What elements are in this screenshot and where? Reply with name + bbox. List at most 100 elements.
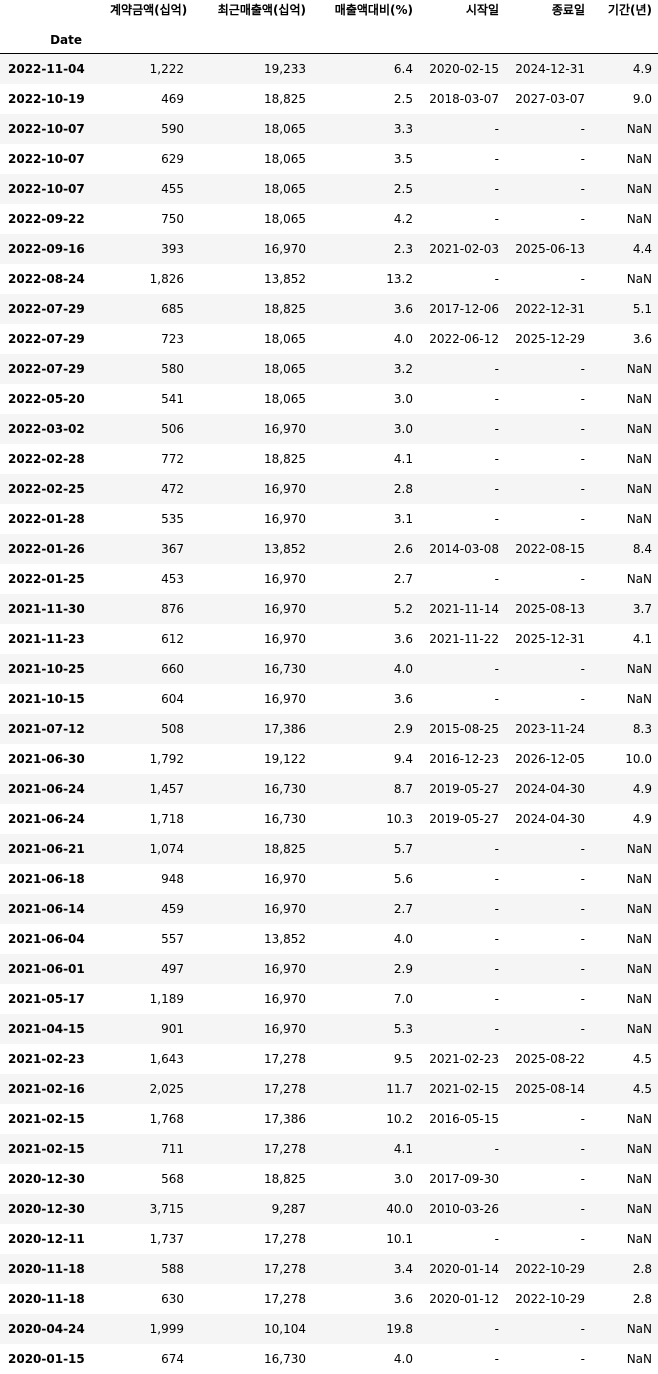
contract-amount-cell: 469	[161, 91, 184, 106]
duration-cell: 4.9	[632, 61, 652, 76]
column-header-revenue-ratio: 매출액대비(%)	[334, 3, 413, 17]
contract-amount-cell: 367	[161, 541, 184, 556]
contract-amount-cell: 660	[161, 661, 184, 676]
revenue-ratio-cell: 8.7	[393, 781, 413, 796]
table-row: 2022-02-25 472 16,970 2.8 - - NaN	[0, 473, 658, 504]
contract-amount-cell: 674	[161, 1351, 184, 1366]
start-date-cell: -	[494, 931, 499, 946]
revenue-ratio-cell: 9.5	[393, 1051, 413, 1066]
recent-revenue-cell: 16,970	[264, 601, 306, 616]
start-date-cell: 2021-11-14	[429, 601, 499, 616]
revenue-ratio-cell: 10.2	[386, 1111, 413, 1126]
contract-amount-cell: 588	[161, 1261, 184, 1276]
table-row: 2020-01-15 674 16,730 4.0 - - NaN	[0, 1344, 658, 1374]
table-row: 2021-06-21 1,074 18,825 5.7 - - NaN	[0, 833, 658, 864]
recent-revenue-cell: 16,970	[264, 631, 306, 646]
duration-cell: NaN	[626, 1321, 652, 1336]
table-row: 2022-07-29 685 18,825 3.6 2017-12-06 2022-12-…	[0, 293, 658, 324]
recent-revenue-cell: 10,104	[264, 1321, 306, 1336]
start-date-cell: 2010-03-26	[429, 1201, 499, 1216]
start-date-cell: -	[494, 271, 499, 286]
end-date-cell: -	[580, 121, 585, 136]
contract-amount-cell: 630	[161, 1291, 184, 1306]
table-row: 2022-07-29 580 18,065 3.2 - - NaN	[0, 353, 658, 384]
recent-revenue-cell: 17,278	[264, 1291, 306, 1306]
recent-revenue-cell: 18,065	[264, 361, 306, 376]
recent-revenue-cell: 16,970	[264, 901, 306, 916]
duration-cell: 4.5	[632, 1051, 652, 1066]
start-date-cell: 2017-09-30	[429, 1171, 499, 1186]
table-row: 2022-10-07 629 18,065 3.5 - - NaN	[0, 144, 658, 174]
duration-cell: NaN	[626, 1231, 652, 1246]
recent-revenue-cell: 19,122	[264, 751, 306, 766]
revenue-ratio-cell: 3.3	[393, 121, 413, 136]
recent-revenue-cell: 16,970	[264, 571, 306, 586]
duration-cell: 10.0	[625, 751, 652, 766]
start-date-cell: 2022-06-12	[429, 331, 499, 346]
end-date-cell: 2025-06-13	[515, 241, 585, 256]
end-date-cell: 2024-04-30	[515, 781, 585, 796]
duration-cell: NaN	[626, 1201, 652, 1216]
recent-revenue-cell: 17,386	[264, 721, 306, 736]
recent-revenue-cell: 16,970	[264, 691, 306, 706]
row-date: 2022-10-07	[8, 121, 85, 136]
row-date: 2021-06-24	[8, 811, 85, 826]
row-date: 2022-05-20	[8, 391, 85, 406]
duration-cell: 3.7	[632, 601, 652, 616]
row-date: 2020-04-24	[8, 1321, 85, 1336]
recent-revenue-cell: 16,970	[264, 961, 306, 976]
revenue-ratio-cell: 5.3	[393, 1021, 413, 1036]
duration-cell: 4.1	[632, 631, 652, 646]
revenue-ratio-cell: 2.5	[393, 91, 413, 106]
table-row: 2022-05-20 541 18,065 3.0 - - NaN	[0, 384, 658, 414]
table-row: 2021-06-24 1,718 16,730 10.3 2019-05-27 2024-…	[0, 804, 658, 834]
contract-amount-cell: 2,025	[149, 1081, 184, 1096]
table-row: 2022-02-28 772 18,825 4.1 - - NaN	[0, 444, 658, 474]
row-date: 2021-11-23	[8, 631, 85, 646]
start-date-cell: 2021-02-15	[429, 1081, 499, 1096]
end-date-cell: -	[580, 361, 585, 376]
end-date-cell: 2022-12-31	[515, 301, 585, 316]
revenue-ratio-cell: 3.6	[393, 691, 413, 706]
contract-amount-cell: 1,718	[149, 811, 184, 826]
table-row: 2022-09-22 750 18,065 4.2 - - NaN	[0, 204, 658, 234]
revenue-ratio-cell: 10.1	[386, 1231, 413, 1246]
row-date: 2022-07-29	[8, 361, 85, 376]
row-date: 2021-10-25	[8, 661, 85, 676]
recent-revenue-cell: 17,278	[264, 1141, 306, 1156]
recent-revenue-cell: 18,825	[264, 1171, 306, 1186]
start-date-cell: 2021-02-03	[429, 241, 499, 256]
duration-cell: 8.3	[632, 721, 652, 736]
duration-cell: NaN	[626, 991, 652, 1006]
end-date-cell: -	[580, 1321, 585, 1336]
contract-amount-cell: 750	[161, 211, 184, 226]
duration-cell: 2.8	[632, 1261, 652, 1276]
duration-cell: 4.5	[632, 1081, 652, 1096]
start-date-cell: 2019-05-27	[429, 781, 499, 796]
start-date-cell: 2020-01-12	[429, 1291, 499, 1306]
contract-amount-cell: 1,999	[149, 1321, 184, 1336]
contract-amount-cell: 948	[161, 871, 184, 886]
table-row: 2021-06-14 459 16,970 2.7 - - NaN	[0, 893, 658, 924]
end-date-cell: 2025-08-22	[515, 1051, 585, 1066]
recent-revenue-cell: 18,065	[264, 121, 306, 136]
start-date-cell: -	[494, 841, 499, 856]
revenue-ratio-cell: 2.3	[393, 241, 413, 256]
end-date-cell: -	[580, 391, 585, 406]
start-date-cell: 2019-05-27	[429, 811, 499, 826]
contract-amount-cell: 508	[161, 721, 184, 736]
duration-cell: NaN	[626, 871, 652, 886]
end-date-cell: 2023-11-24	[515, 721, 585, 736]
start-date-cell: -	[494, 211, 499, 226]
row-date: 2021-10-15	[8, 691, 85, 706]
contract-amount-cell: 557	[161, 931, 184, 946]
start-date-cell: 2014-03-08	[429, 541, 499, 556]
revenue-ratio-cell: 4.1	[393, 1141, 413, 1156]
recent-revenue-cell: 13,852	[264, 541, 306, 556]
row-date: 2022-10-07	[8, 151, 85, 166]
revenue-ratio-cell: 4.0	[393, 1351, 413, 1366]
row-date: 2022-08-24	[8, 271, 85, 286]
table-row: 2021-02-15 711 17,278 4.1 - - NaN	[0, 1133, 658, 1164]
revenue-ratio-cell: 2.7	[393, 571, 413, 586]
row-date: 2022-10-07	[8, 181, 85, 196]
